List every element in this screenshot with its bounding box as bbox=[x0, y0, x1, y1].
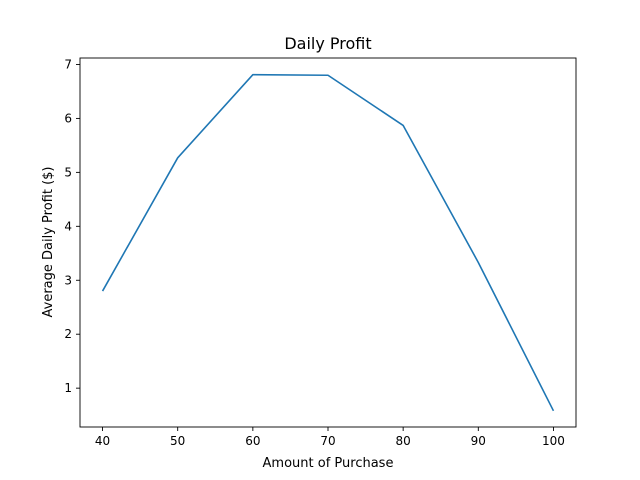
plot-area: 40 50 60 70 80 90 100 1 2 3 4 5 6 7 bbox=[64, 57, 577, 448]
y-tick-label-3: 4 bbox=[64, 219, 72, 233]
x-tick-label-3: 70 bbox=[320, 434, 335, 448]
y-tick-label-1: 2 bbox=[64, 327, 72, 341]
x-tick-label-4: 80 bbox=[396, 434, 411, 448]
y-tick-label-5: 6 bbox=[64, 111, 72, 125]
x-tick-label-1: 50 bbox=[170, 434, 185, 448]
x-tick-label-6: 100 bbox=[542, 434, 565, 448]
y-axis-label: Average Daily Profit ($) bbox=[41, 167, 56, 318]
y-tick-label-4: 5 bbox=[64, 165, 72, 179]
x-tick-label-2: 60 bbox=[245, 434, 260, 448]
x-tick-label-0: 40 bbox=[95, 434, 110, 448]
y-tick-label-0: 1 bbox=[64, 381, 72, 395]
chart-title: Daily Profit bbox=[284, 34, 371, 53]
series-line-0 bbox=[101, 73, 555, 412]
y-tick-label-6: 7 bbox=[64, 57, 72, 71]
y-tick-label-2: 3 bbox=[64, 273, 72, 287]
x-tick-label-5: 90 bbox=[471, 434, 486, 448]
x-axis-label: Amount of Purchase bbox=[263, 456, 394, 471]
